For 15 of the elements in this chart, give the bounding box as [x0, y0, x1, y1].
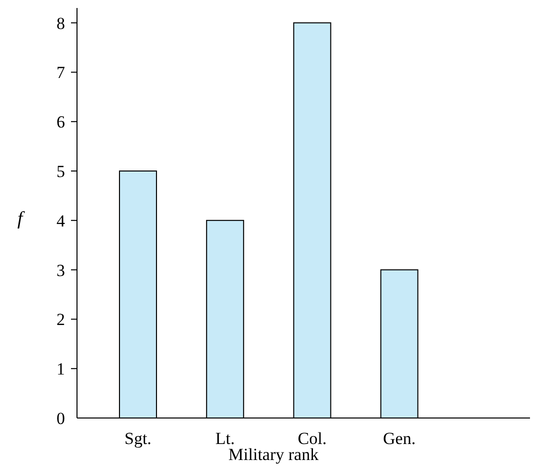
y-tick-label: 6 — [56, 112, 65, 132]
y-tick-label: 2 — [56, 310, 65, 330]
y-tick-label: 4 — [56, 211, 66, 230]
y-tick-label: 3 — [56, 260, 65, 280]
y-axis-title: f — [17, 208, 26, 230]
x-tick-label: Sgt. — [124, 428, 152, 448]
y-tick-label: 1 — [56, 360, 65, 379]
y-tick-label: 0 — [56, 408, 65, 428]
x-axis-title: Military rank — [228, 445, 320, 464]
x-tick-label: Gen. — [383, 428, 416, 448]
x-tick-label: Lt. — [215, 428, 235, 448]
y-tick-label: 7 — [56, 63, 66, 82]
y-tick-label: 8 — [56, 14, 65, 33]
y-tick-label: 5 — [56, 162, 65, 181]
x-tick-label: Col. — [298, 428, 327, 448]
